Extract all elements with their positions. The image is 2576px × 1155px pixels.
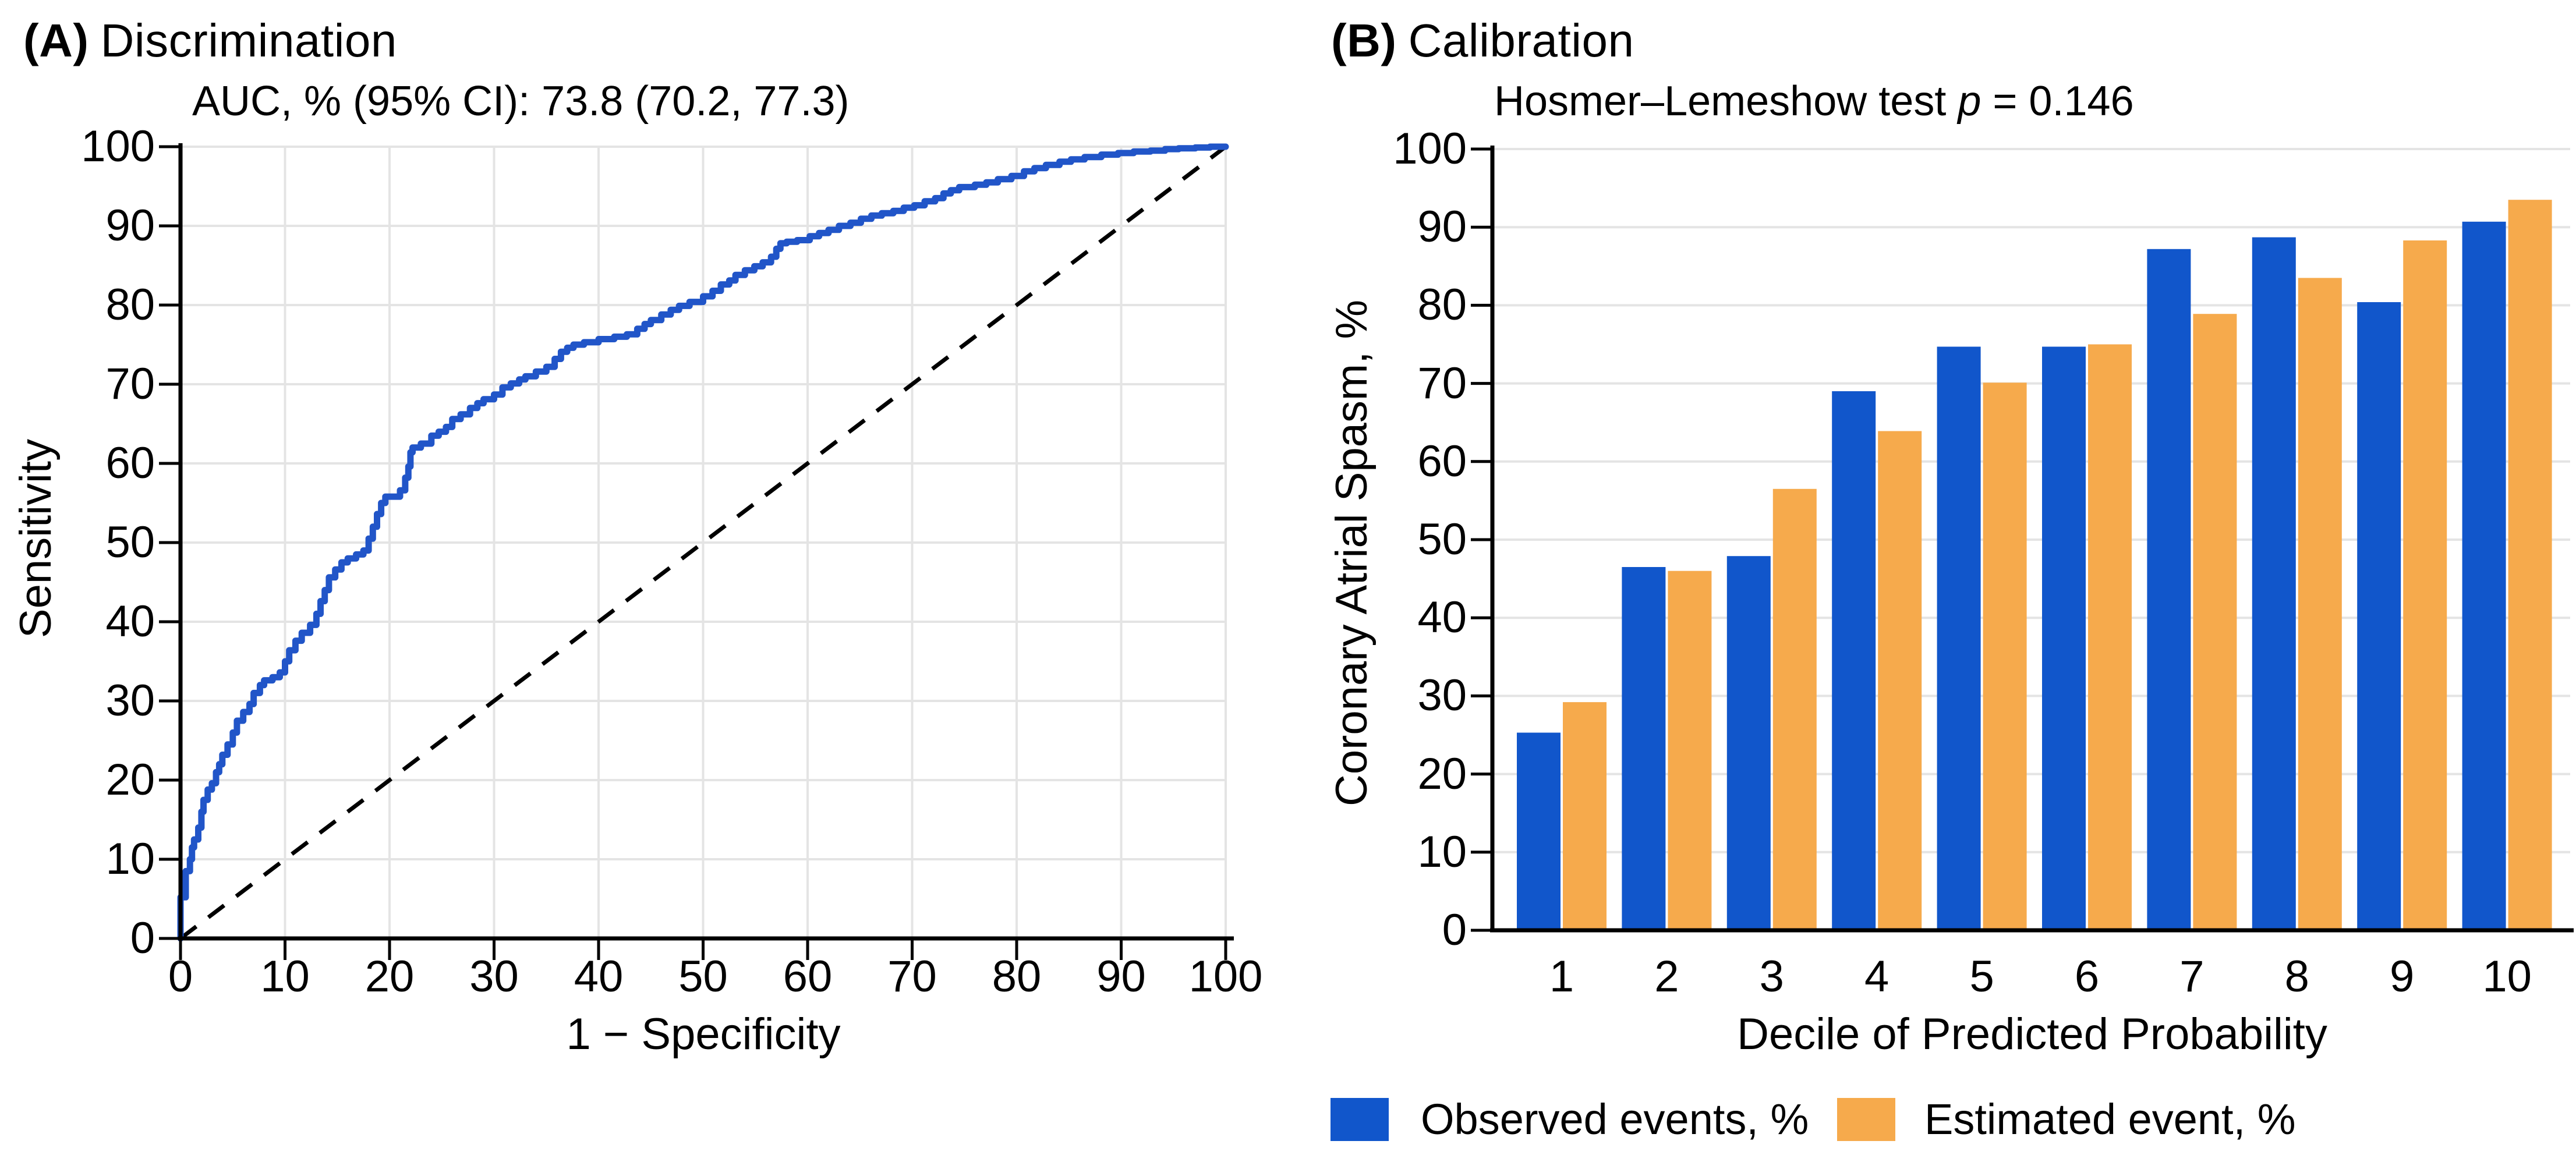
panel-b-x-tick-label: 4: [1864, 952, 1889, 1001]
roc-curve: [177, 143, 1229, 942]
panel-a-y-tick-label: 40: [105, 597, 155, 646]
panel-a-x-tick-label: 70: [887, 952, 937, 1001]
panel-b-title-text: Calibration: [1408, 15, 1634, 66]
panel-a-x-tick-label: 0: [168, 952, 193, 1001]
legend-swatch: [1331, 1098, 1389, 1141]
panel-a-y-tick-label: 10: [105, 834, 155, 884]
panel-a-x-tick-label: 80: [992, 952, 1042, 1001]
panel-a-y-tick-label: 30: [105, 676, 155, 725]
observed-bar: [2042, 346, 2086, 930]
panel-b-x-axis-label: Decile of Predicted Probability: [1737, 1009, 2327, 1059]
panel-a-x-tick-label: 90: [1096, 952, 1146, 1001]
panel-b-subtitle-text: Hosmer–Lemeshow test: [1494, 78, 1958, 125]
observed-bar: [1517, 732, 1561, 930]
panel-b-x-tick-label: 8: [2284, 952, 2309, 1001]
panel-b-subtitle-stat: p: [1958, 78, 1981, 125]
estimated-bar: [1878, 431, 1922, 930]
panel-b-y-tick-label: 50: [1417, 515, 1467, 564]
panel-b-x-tick-label: 9: [2390, 952, 2415, 1001]
estimated-bar: [1563, 702, 1607, 930]
legend-label: Estimated event, %: [1924, 1095, 2296, 1143]
panel-a-x-tick-label: 20: [365, 952, 415, 1001]
panel-b-y-tick-label: 40: [1417, 593, 1467, 643]
estimated-bar: [2193, 314, 2237, 931]
panel-a-y-tick-label: 90: [105, 201, 155, 250]
panel-b-x-tick-label: 7: [2179, 952, 2205, 1001]
panel-b-y-tick-label: 30: [1417, 671, 1467, 721]
panel-a-title: (A) Discrimination: [23, 15, 397, 66]
observed-bar: [1832, 391, 1876, 930]
panel-b-y-tick-label: 90: [1417, 202, 1467, 252]
panel-a-x-tick-label: 100: [1188, 952, 1263, 1001]
estimated-bar: [2298, 278, 2342, 930]
observed-bar: [2462, 221, 2506, 930]
panel-a-y-tick-label: 60: [105, 438, 155, 488]
panel-b-y-tick-label: 70: [1417, 358, 1467, 408]
panel-b-y-tick-label: 100: [1393, 124, 1467, 173]
observed-bar: [2252, 237, 2296, 931]
estimated-bar: [2508, 200, 2552, 931]
estimated-bar: [1668, 571, 1712, 930]
estimated-bar: [1772, 488, 1817, 930]
observed-bar: [2147, 249, 2191, 930]
panel-b-y-tick-label: 10: [1417, 827, 1467, 877]
panel-a-x-tick-label: 50: [678, 952, 728, 1001]
observed-bar: [1726, 556, 1771, 930]
panel-b-title-prefix: (B): [1331, 15, 1397, 66]
panel-b-y-tick-label: 0: [1442, 905, 1467, 955]
panel-a-y-tick-label: 100: [81, 122, 155, 171]
panel-b-y-tick-label: 80: [1417, 280, 1467, 330]
legend-swatch: [1837, 1098, 1895, 1141]
panel-a-x-tick-label: 40: [574, 952, 624, 1001]
panel-a-y-tick-label: 70: [105, 359, 155, 409]
panel-a-title-text: Discrimination: [100, 15, 397, 66]
estimated-bar: [2403, 240, 2447, 930]
panel-b-subtitle: Hosmer–Lemeshow test p = 0.146: [1494, 78, 2134, 125]
panel-b-y-tick-label: 20: [1417, 749, 1467, 799]
panel-b-x-tick-label: 6: [2074, 952, 2100, 1001]
panel-b-x-tick-label: 5: [1969, 952, 1994, 1001]
estimated-bar: [2088, 344, 2132, 930]
panel-a-y-tick-label: 50: [105, 518, 155, 567]
panel-b-x-tick-label: 3: [1759, 952, 1784, 1001]
panel-a-subtitle: AUC, % (95% CI): 73.8 (70.2, 77.3): [192, 78, 850, 125]
panel-b-title: (B) Calibration: [1331, 15, 1634, 66]
panel-b-y-tick-label: 60: [1417, 436, 1467, 486]
panel-a-x-tick-label: 30: [469, 952, 519, 1001]
panel-a-title-prefix: (A): [23, 15, 89, 66]
panel-a-x-tick-label: 60: [783, 952, 833, 1001]
panel-a-y-tick-label: 20: [105, 755, 155, 805]
reference-diagonal-line: [179, 145, 1227, 940]
panel-a-y-tick-label: 80: [105, 280, 155, 330]
panel-a-y-tick-label: 0: [130, 913, 155, 963]
panel-a-x-tick-label: 10: [260, 952, 310, 1001]
legend-label: Observed events, %: [1421, 1095, 1809, 1143]
panel-a-x-axis-label: 1 − Specificity: [566, 1009, 841, 1059]
observed-bar: [2357, 302, 2401, 930]
estimated-bar: [1983, 382, 2027, 930]
observed-bar: [1937, 346, 1981, 930]
panel-b-x-tick-label: 2: [1654, 952, 1679, 1001]
panel-b-x-tick-label: 10: [2482, 952, 2532, 1001]
panel-b-subtitle-value: = 0.146: [1981, 78, 2134, 125]
observed-bar: [1622, 567, 1666, 930]
panel-b-x-tick-label: 1: [1549, 952, 1574, 1001]
